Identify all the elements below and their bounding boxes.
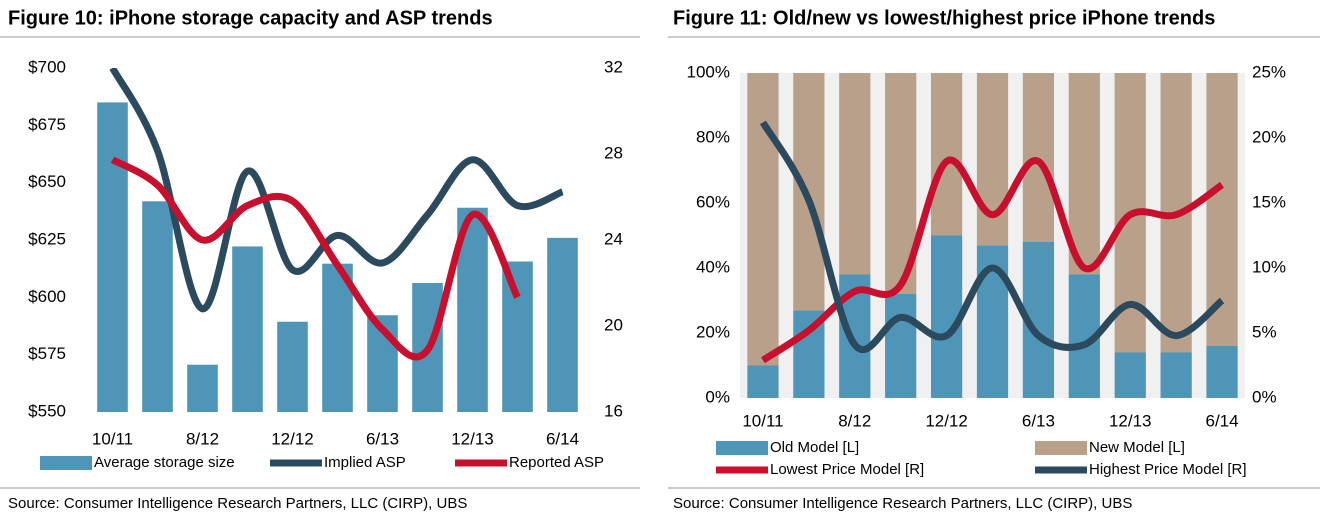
bar (322, 263, 353, 412)
plot (97, 68, 578, 412)
y-tick-label: 80% (696, 127, 730, 146)
y2-tick-label: 32 (604, 57, 623, 76)
chart: Figure 10: iPhone storage capacity and A… (8, 7, 623, 512)
legend-label: Average storage size (94, 454, 235, 471)
legend-label: Reported ASP (509, 454, 604, 471)
chart-title: Figure 10: iPhone storage capacity and A… (8, 7, 493, 29)
y2-tick-label: 24 (604, 229, 623, 248)
legend-swatch (716, 441, 768, 455)
line (110, 156, 521, 361)
chart-title: Figure 11: Old/new vs lowest/highest pri… (673, 7, 1215, 29)
y-tick-label: 20% (696, 322, 730, 341)
bar (747, 73, 779, 366)
y2-tick-label: 5% (1252, 322, 1277, 341)
x-tick-label: 12/13 (451, 429, 494, 448)
bar (187, 364, 218, 412)
x-tick-label: 8/12 (186, 429, 219, 448)
y-tick-label: $650 (28, 172, 66, 191)
legend-label: Old Model [L] (770, 439, 859, 456)
y-tick-label: $700 (28, 57, 66, 76)
y-tick-label: $600 (28, 287, 66, 306)
x-tick-label: 12/13 (1109, 411, 1152, 430)
bar (232, 246, 263, 412)
x-tick-label: 10/11 (742, 411, 783, 430)
y-tick-label: 100% (687, 62, 730, 81)
legend-label: New Model [L] (1089, 439, 1185, 456)
y-tick-label: 40% (696, 257, 730, 276)
x-tick-label: 8/12 (838, 411, 871, 430)
bar (547, 237, 578, 412)
bar (839, 73, 871, 275)
y2-tick-label: 16 (604, 401, 623, 420)
y2-tick-label: 15% (1252, 192, 1286, 211)
x-tick-label: 10/11 (92, 429, 133, 448)
chart: Figure 11: Old/new vs lowest/highest pri… (673, 7, 1286, 512)
bar (1068, 73, 1100, 275)
bar (793, 73, 825, 311)
bar (976, 73, 1009, 246)
x-tick-label: 6/13 (366, 429, 399, 448)
y-tick-label: $550 (28, 401, 66, 420)
x-tick-label: 6/14 (1205, 411, 1238, 430)
line (761, 156, 1225, 364)
x-tick-label: 12/12 (271, 429, 314, 448)
legend-swatch (1035, 441, 1087, 455)
bar (97, 102, 128, 412)
bar (885, 294, 917, 398)
bar (502, 261, 533, 412)
y2-tick-label: 25% (1252, 62, 1286, 81)
y2-tick-label: 0% (1252, 387, 1277, 406)
y-tick-label: 0% (705, 387, 730, 406)
x-tick-label: 6/13 (1022, 411, 1055, 430)
bar (1160, 352, 1192, 398)
legend-label: Lowest Price Model [R] (770, 461, 924, 478)
source: Source: Consumer Intelligence Research P… (8, 495, 467, 512)
y-tick-label: $675 (28, 115, 66, 134)
bar (930, 73, 963, 236)
y2-tick-label: 20 (604, 315, 623, 334)
bar (1206, 346, 1238, 398)
bar (277, 321, 308, 412)
x-tick-label: 12/12 (925, 411, 968, 430)
legend-label: Implied ASP (324, 454, 406, 471)
line (759, 120, 1225, 353)
y-tick-label: 60% (696, 192, 730, 211)
x-tick-label: 6/14 (546, 429, 579, 448)
line (109, 68, 564, 313)
y2-tick-label: 28 (604, 143, 623, 162)
legend-swatch (40, 456, 92, 470)
plot (747, 73, 1238, 398)
source: Source: Consumer Intelligence Research P… (673, 495, 1132, 512)
y2-tick-label: 10% (1252, 257, 1286, 276)
bar (1022, 73, 1055, 242)
y2-tick-label: 20% (1252, 127, 1286, 146)
y-tick-label: $575 (28, 344, 66, 363)
bar (747, 365, 779, 398)
bar (142, 201, 173, 412)
y-tick-label: $625 (28, 229, 66, 248)
bar (1114, 352, 1146, 398)
legend-label: Highest Price Model [R] (1089, 461, 1247, 478)
